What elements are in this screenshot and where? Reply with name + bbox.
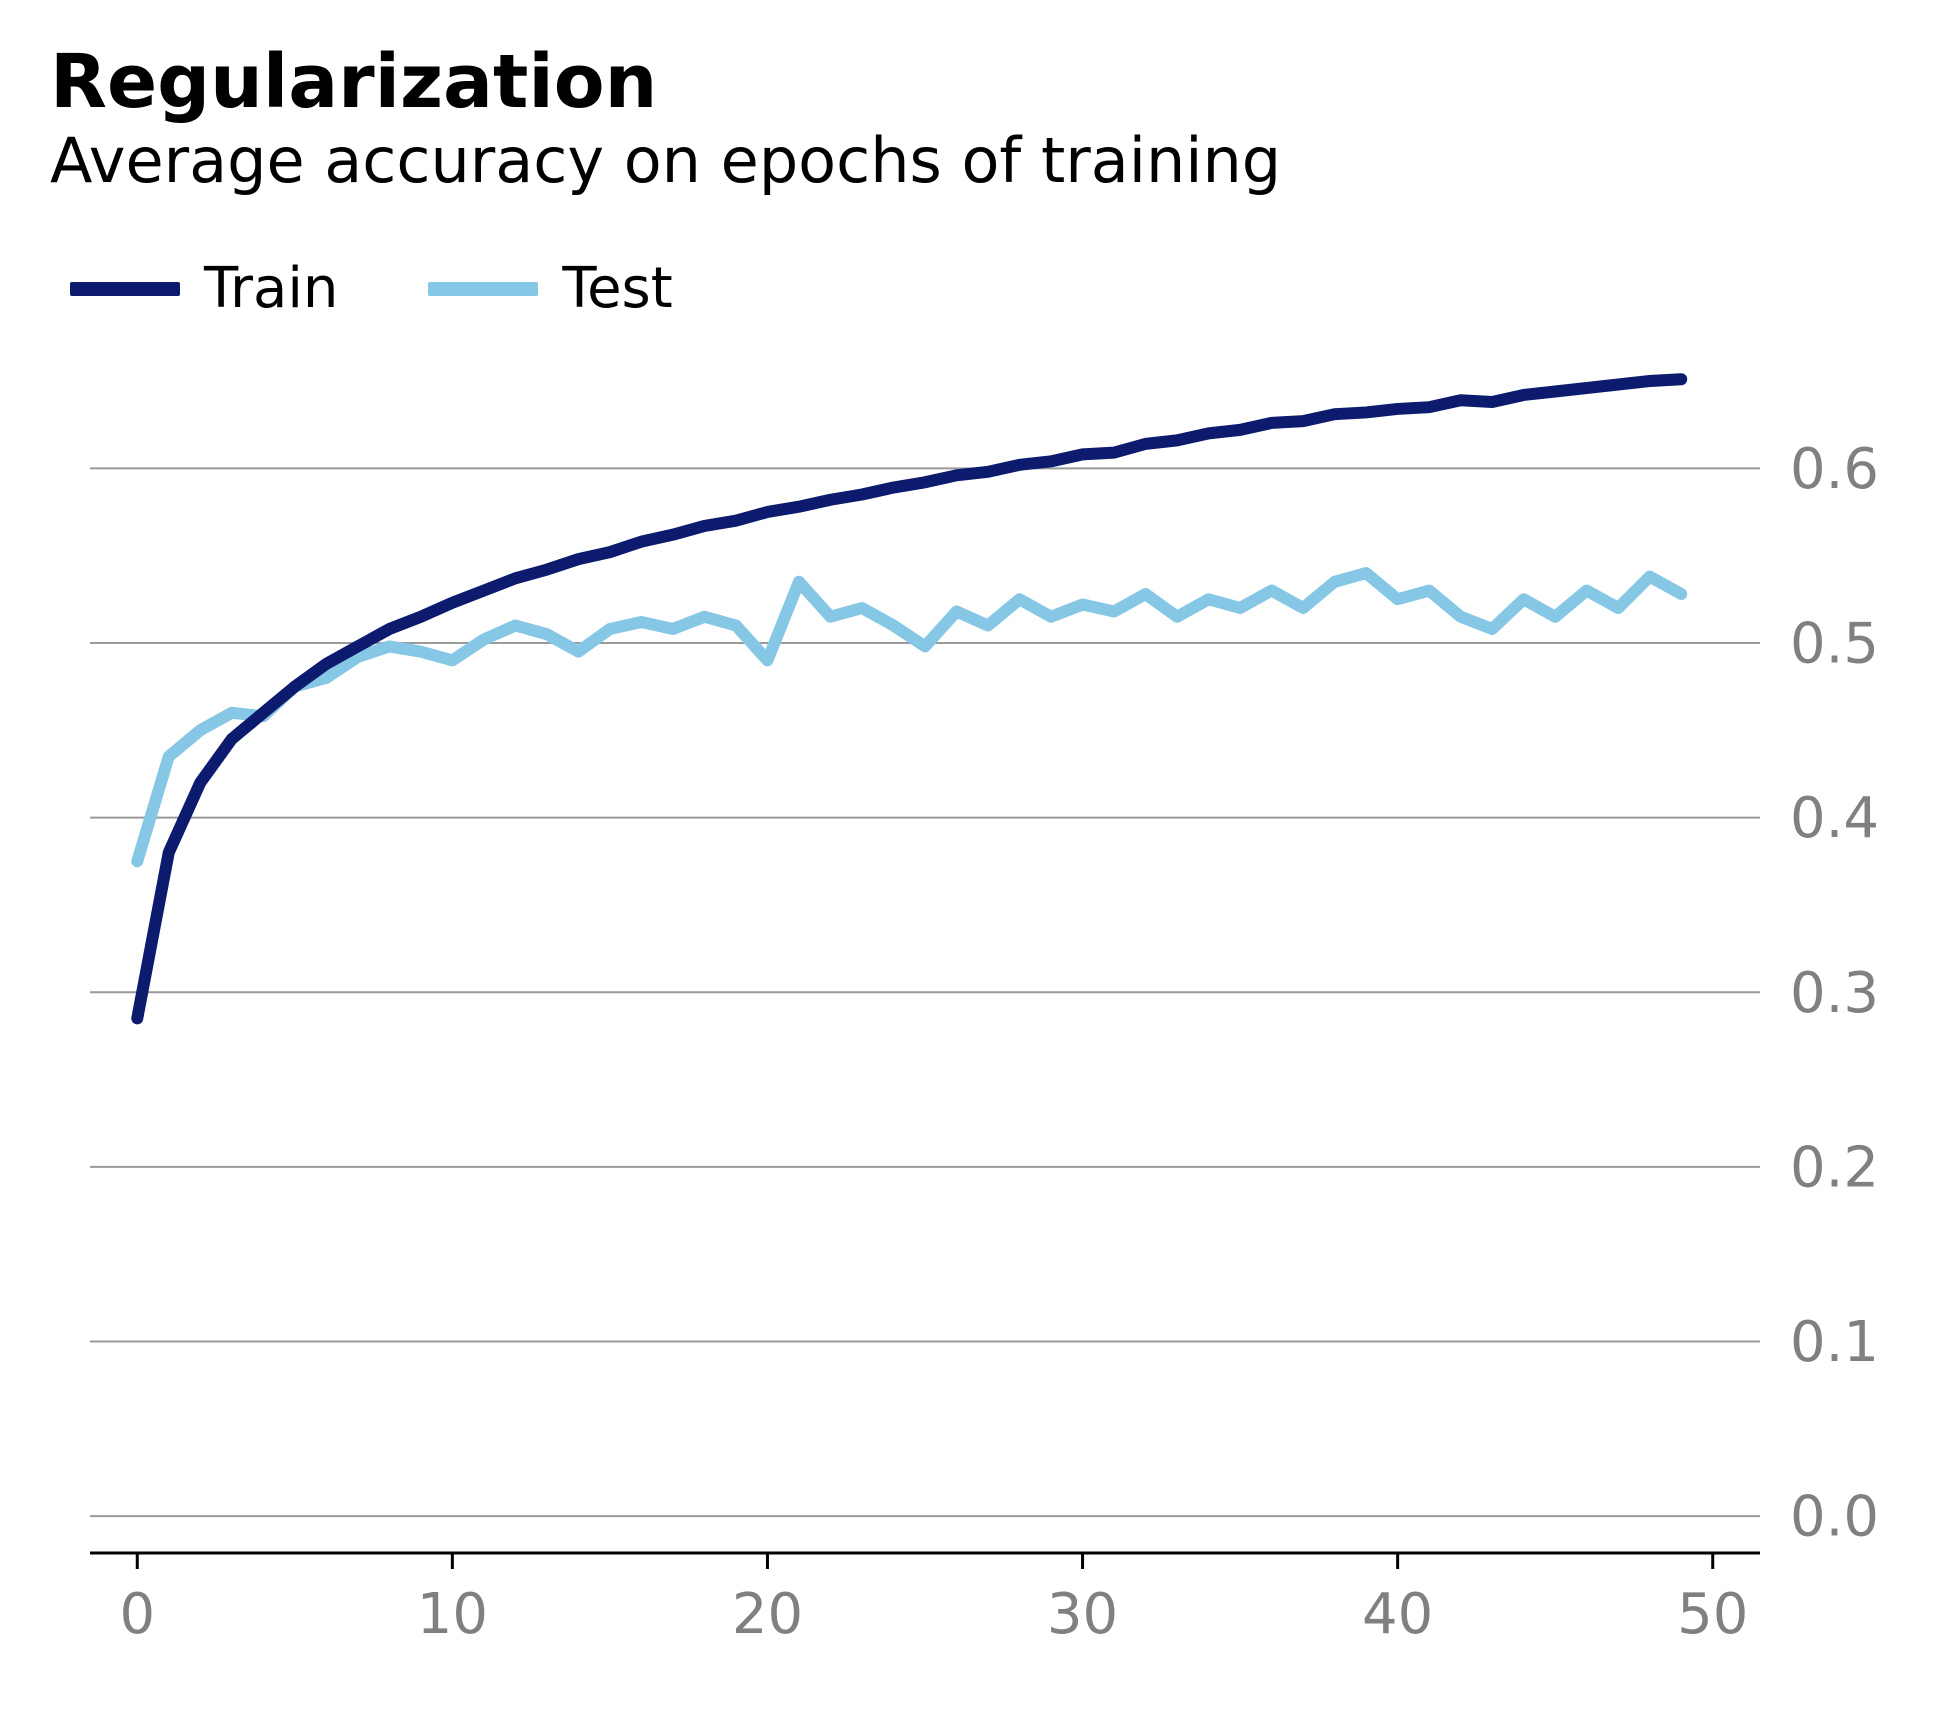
x-tick-label: 30 (1047, 1582, 1118, 1641)
chart-container: Regularization Average accuracy on epoch… (0, 0, 1939, 1735)
plot-area: 0.0 0.1 0.2 0.3 0.4 0.5 0.6 0 10 20 30 40 50 (50, 361, 1889, 1641)
legend-label-test: Test (562, 256, 672, 321)
y-tick-label: 0.1 (1790, 1310, 1879, 1375)
chart-title: Regularization (50, 40, 1889, 125)
x-tick-label: 0 (119, 1582, 155, 1641)
y-tick-label: 0.6 (1790, 437, 1879, 502)
legend: Train Test (70, 256, 1889, 321)
y-tick-label: 0.2 (1790, 1136, 1879, 1201)
chart-svg: 0.0 0.1 0.2 0.3 0.4 0.5 0.6 0 10 20 30 40 50 (50, 361, 1890, 1641)
y-tick-label: 0.3 (1790, 961, 1879, 1026)
legend-item-test: Test (428, 256, 672, 321)
x-tick-label: 20 (732, 1582, 803, 1641)
x-tick-label: 40 (1362, 1582, 1433, 1641)
x-tick-label: 50 (1677, 1582, 1748, 1641)
y-tick-label: 0.4 (1790, 787, 1879, 852)
y-tick-label: 0.5 (1790, 612, 1879, 677)
x-tick-label: 10 (417, 1582, 488, 1641)
y-tick-label: 0.0 (1790, 1485, 1879, 1550)
series-train (137, 380, 1681, 1019)
legend-label-train: Train (204, 256, 338, 321)
legend-swatch-test (428, 282, 538, 296)
legend-swatch-train (70, 282, 180, 296)
chart-subtitle: Average accuracy on epochs of training (50, 125, 1889, 196)
legend-item-train: Train (70, 256, 338, 321)
